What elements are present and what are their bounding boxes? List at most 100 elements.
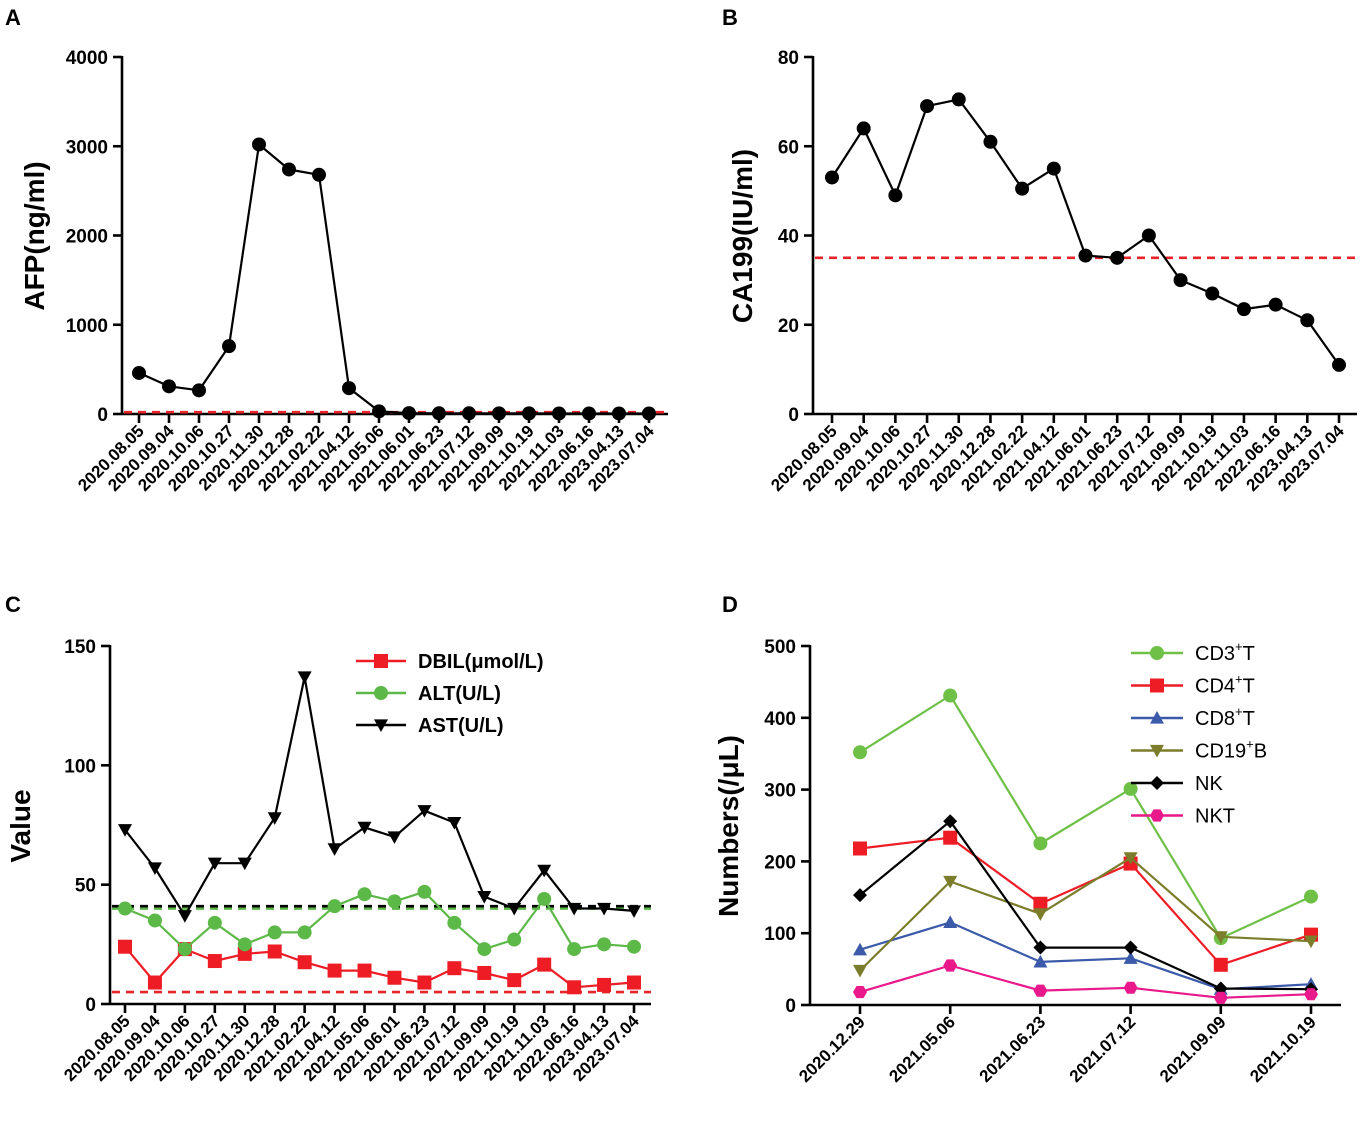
data-point [1123, 951, 1138, 964]
y-tick-label: 400 [764, 709, 796, 730]
data-point [312, 167, 326, 182]
data-point [943, 688, 958, 703]
y-axis-label: Value [5, 789, 36, 862]
series-line [859, 836, 1312, 966]
legend-name: DBIL(μmol/L) [418, 651, 544, 673]
data-point [853, 964, 867, 978]
data-point [943, 875, 958, 889]
y-tick-label: 40 [778, 227, 799, 248]
data-point [357, 887, 372, 902]
y-tick-label: 60 [778, 137, 799, 158]
data-point [943, 915, 958, 929]
data-point [237, 857, 252, 871]
data-point [267, 944, 282, 959]
series-nkt [853, 959, 1318, 1004]
x-tick-label: 2021.07.12 [1066, 1012, 1140, 1086]
data-point [853, 745, 867, 760]
data-point [1033, 836, 1048, 851]
legend-suffix: T [1243, 643, 1255, 665]
data-point [147, 975, 162, 990]
y-tick-label: 100 [764, 924, 796, 945]
data-point [597, 937, 612, 952]
y-tick-label: 4000 [66, 48, 108, 69]
legend-marker [374, 719, 388, 732]
legend-label: CD8+T [1195, 704, 1255, 730]
data-point [507, 932, 522, 947]
data-point [642, 406, 656, 421]
panel-letter: A [5, 5, 21, 30]
legend-label: NK [1195, 773, 1223, 795]
data-point [627, 939, 641, 954]
x-tick-label: 2021.10.19 [1246, 1012, 1320, 1086]
data-point [1213, 991, 1228, 1004]
data-point [983, 134, 998, 149]
data-point [1236, 302, 1251, 317]
data-point [1268, 297, 1283, 312]
legend-label: NKT [1195, 806, 1235, 828]
data-point [537, 957, 552, 972]
data-point [447, 915, 462, 930]
y-tick-label: 3000 [66, 137, 108, 158]
data-point [552, 406, 566, 421]
data-point [507, 902, 522, 916]
legend-superscript: + [1235, 704, 1243, 719]
legend-superscript: + [1235, 639, 1243, 654]
data-point [888, 188, 903, 203]
data-point [507, 973, 522, 988]
x-tick-label: 2021.09.09 [1156, 1012, 1230, 1086]
data-point [222, 339, 236, 354]
series-afp [132, 137, 656, 421]
data-point [1110, 250, 1125, 265]
data-point [237, 937, 252, 952]
series-cd19 [853, 852, 1318, 978]
legend-marker [1150, 809, 1164, 822]
legend-marker [1150, 646, 1164, 660]
y-axis-label: Numbers(/μL) [713, 735, 744, 917]
data-point [951, 92, 966, 107]
data-point [567, 902, 582, 916]
data-point [357, 963, 372, 978]
data-point [856, 121, 871, 136]
data-point [853, 942, 867, 956]
data-point [1123, 981, 1138, 994]
data-point [1123, 852, 1138, 865]
data-point [1300, 313, 1315, 328]
legend-marker [374, 686, 388, 700]
data-point [1304, 988, 1318, 1001]
series-line [859, 820, 1312, 991]
series-line [859, 921, 1312, 991]
data-point [147, 913, 162, 928]
y-tick-label: 2000 [66, 227, 108, 248]
legend-label: AST(U/L) [418, 715, 504, 737]
chart-panel-c: C050100150Value2020.08.052020.09.042020.… [5, 592, 651, 1085]
y-tick-label: 20 [778, 316, 799, 337]
legend-name: AST(U/L) [418, 715, 504, 737]
series-line [859, 964, 1312, 999]
data-point [297, 925, 312, 940]
data-point [267, 925, 282, 940]
data-point [297, 955, 312, 970]
data-point [357, 821, 372, 835]
data-point [853, 841, 867, 856]
panel-letter: C [5, 592, 21, 617]
data-point [825, 170, 839, 185]
legend-superscript: + [1235, 672, 1243, 687]
legend-marker [374, 654, 388, 668]
series-line [124, 890, 635, 951]
data-point [1205, 286, 1220, 301]
legend-name: CD19 [1195, 741, 1246, 763]
legend-label: ALT(U/L) [418, 683, 501, 705]
data-point [627, 905, 641, 918]
data-point [417, 884, 432, 899]
y-tick-label: 0 [85, 995, 96, 1016]
y-tick-label: 500 [764, 637, 796, 658]
data-point [1046, 161, 1061, 176]
legend-superscript: + [1246, 737, 1254, 752]
data-point [1213, 931, 1228, 944]
data-point [477, 891, 492, 904]
data-point [1033, 940, 1048, 955]
series-ast-u-l- [118, 671, 641, 923]
